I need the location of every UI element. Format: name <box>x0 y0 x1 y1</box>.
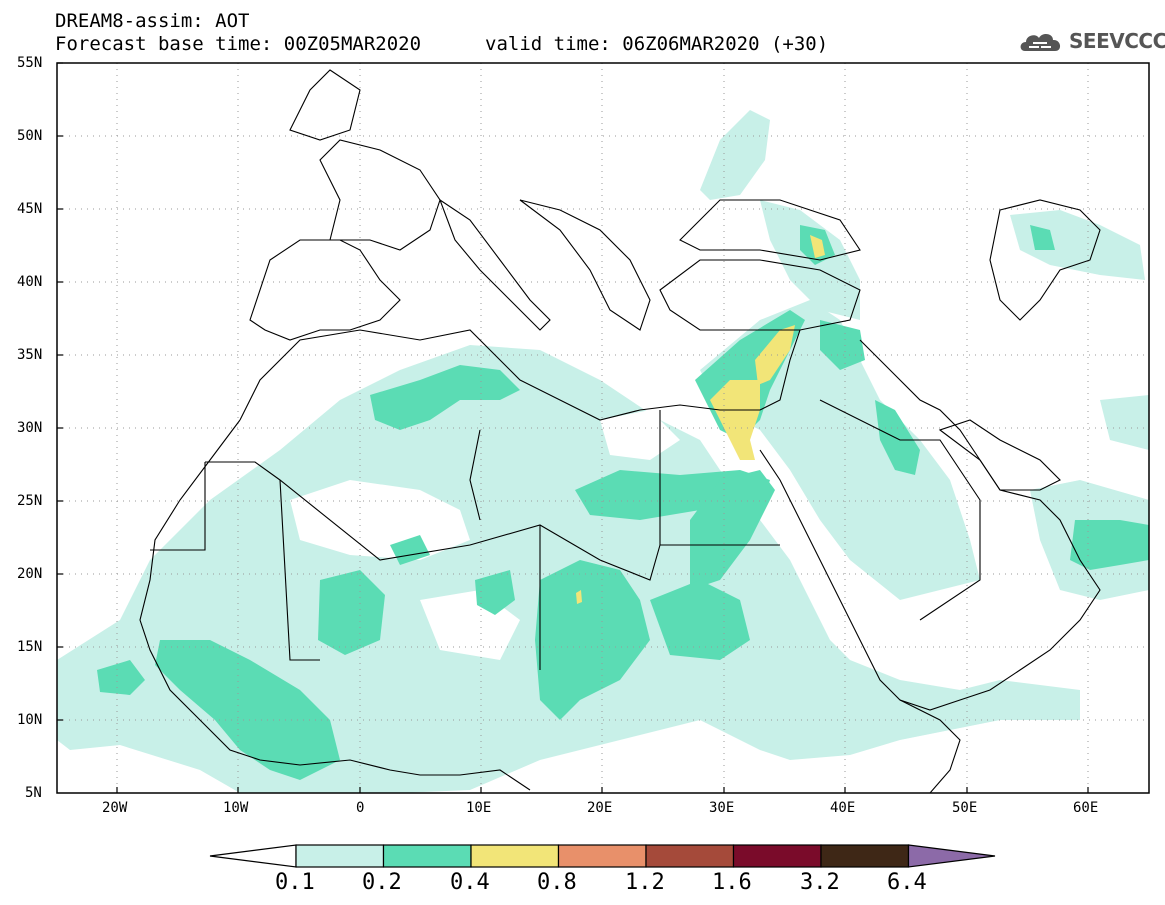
lon-label-10w: 10W <box>223 800 249 816</box>
aot-region-nile-plume <box>690 470 775 590</box>
colorbar-label-6.4: 6.4 <box>887 870 927 895</box>
lat-label-5n: 5N <box>25 785 42 801</box>
aot-region-niger <box>475 570 515 615</box>
coast-france-uk <box>289 69 441 251</box>
lat-label-15n: 15N <box>17 639 43 655</box>
lat-label-45n: 45N <box>17 201 43 217</box>
valid-time: valid time: 06Z06MAR2020 (+30) <box>485 33 829 55</box>
seevccc-logo: SEEVCCC <box>1017 26 1165 56</box>
lat-label-30n: 30N <box>17 420 43 436</box>
aot-peak-chad <box>576 590 582 604</box>
colorbar <box>209 844 996 868</box>
aot-region-mali <box>318 570 385 655</box>
coast-italy <box>438 198 551 331</box>
aot-region-sudan <box>650 580 750 660</box>
colorbar-bin-7 <box>820 844 910 868</box>
logo-text: SEEVCCC <box>1069 29 1165 53</box>
aot-region-algeria <box>370 365 520 430</box>
colorbar-bin-6 <box>732 844 822 868</box>
lat-label-40n: 40N <box>17 274 43 290</box>
lat-label-50n: 50N <box>17 128 43 144</box>
lon-label-20e: 20E <box>587 800 613 816</box>
colorbar-label-0.1: 0.1 <box>275 870 315 895</box>
colorbar-under-arrow <box>209 844 297 868</box>
aot-region-iran-east <box>1100 395 1149 450</box>
colorbar-label-0.4: 0.4 <box>450 870 490 895</box>
aot-field <box>57 110 1149 793</box>
colorbar-bin-3 <box>470 844 560 868</box>
colorbar-bin-1 <box>295 844 385 868</box>
aot-region-saudi <box>875 400 920 475</box>
coast-north-africa <box>239 329 801 421</box>
colorbar-label-1.6: 1.6 <box>712 870 752 895</box>
aot-region-mauritania <box>390 535 430 565</box>
lon-label-60e: 60E <box>1073 800 1099 816</box>
coastlines <box>139 69 1101 793</box>
lon-label-10e: 10E <box>466 800 492 816</box>
lon-label-30e: 30E <box>709 800 735 816</box>
colorbar-label-3.2: 3.2 <box>800 870 840 895</box>
aot-region-guinea <box>155 640 340 780</box>
lon-label-40e: 40E <box>830 800 856 816</box>
coast-caspian <box>989 199 1101 321</box>
coast-horn-africa <box>899 699 961 793</box>
lat-label-35n: 35N <box>17 347 43 363</box>
axis-ticks <box>57 62 1089 793</box>
border-mali <box>150 462 320 661</box>
aot-peak-turkey <box>810 235 825 258</box>
colorbar-label-0.2: 0.2 <box>362 870 402 895</box>
lat-label-55n: 55N <box>17 55 43 71</box>
coast-iberia <box>249 239 401 341</box>
aot-region-iraq <box>820 320 865 370</box>
colorbar-bin-2 <box>382 844 472 868</box>
lon-label-0: 0 <box>356 800 365 816</box>
aot-peak-sinai <box>710 380 760 460</box>
aot-region-oman <box>1070 520 1149 570</box>
colorbar-bin-4 <box>557 844 647 868</box>
graticule <box>57 63 1149 793</box>
aot-peak-cyprus <box>755 325 795 385</box>
coast-balkans-greece <box>519 199 651 331</box>
coast-turkey <box>659 259 861 331</box>
lon-label-50e: 50E <box>952 800 978 816</box>
colorbar-label-1.2: 1.2 <box>625 870 665 895</box>
aot-clear-sahara <box>290 480 470 560</box>
border-libya-egypt <box>469 410 661 670</box>
title-line-2: Forecast base time: 00Z05MAR2020 <box>55 33 422 55</box>
aot-region-chad <box>535 560 650 720</box>
aot-region-ukraine <box>700 110 770 200</box>
lon-label-20w: 20W <box>102 800 128 816</box>
lat-label-20n: 20N <box>17 566 43 582</box>
aot-region-senegal <box>97 660 145 695</box>
lat-label-10n: 10N <box>17 712 43 728</box>
colorbar-label-0.8: 0.8 <box>537 870 577 895</box>
aot-region-caspian-core <box>1030 225 1055 250</box>
lat-label-25n: 25N <box>17 493 43 509</box>
coast-black-sea <box>679 199 861 261</box>
colorbar-bin-5 <box>645 844 735 868</box>
cloud-logo-icon <box>1020 34 1061 51</box>
coast-west-africa <box>139 419 531 791</box>
coast-persian-gulf <box>938 419 1061 491</box>
coast-red-sea <box>759 339 1101 711</box>
colorbar-over-arrow <box>907 844 996 868</box>
border-arabia <box>819 399 981 621</box>
title-line-1: DREAM8-assim: AOT <box>55 10 250 32</box>
aot-region-caspian <box>1010 210 1145 280</box>
